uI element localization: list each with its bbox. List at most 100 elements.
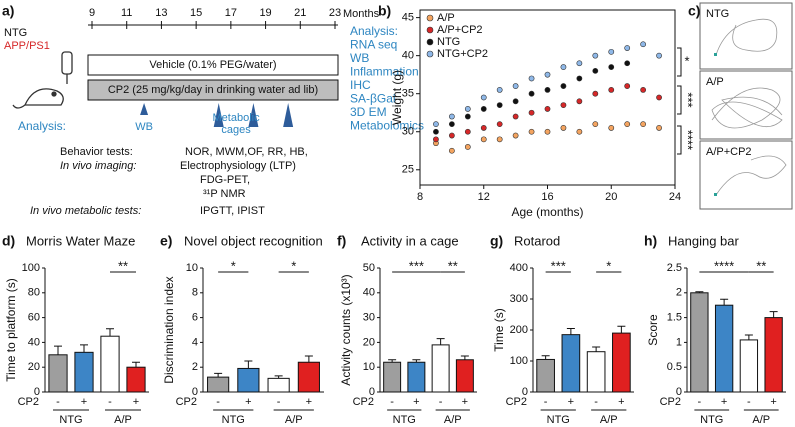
bar [297, 361, 320, 393]
bar [739, 339, 759, 393]
x-tick-label: + [568, 396, 574, 408]
bar [267, 377, 290, 393]
mouse-icon [12, 51, 73, 109]
point [480, 94, 487, 101]
x-tick-label: - [747, 396, 751, 408]
y-tick-label: 1 [676, 336, 682, 348]
error-bar [744, 334, 753, 340]
error-bar [720, 298, 729, 306]
metabolic-label: Metabolic [213, 112, 261, 124]
x-tick-label: + [81, 396, 87, 408]
sig-label: *** [681, 92, 696, 107]
error-bar [769, 311, 778, 318]
month-label: 11 [121, 7, 132, 19]
legend-label: NTG+CP2 [437, 48, 488, 60]
error-bar [214, 372, 223, 378]
treatment-label: CP2 (25 mg/kg/day in drinking water ad l… [108, 84, 318, 96]
bar [714, 304, 734, 393]
x-tick-label: 20 [605, 191, 617, 203]
imaging: FDG-PET, [200, 174, 250, 186]
point [433, 121, 439, 128]
panel-label: b) [378, 3, 391, 19]
error-bar [617, 325, 626, 334]
point [592, 90, 599, 97]
track-paths [711, 18, 787, 196]
x-axis-label: CP2 [506, 396, 527, 408]
bar [455, 359, 474, 393]
x-tick-label: + [306, 396, 312, 408]
track-label: A/P+CP2 [706, 146, 752, 158]
y-axis-label: Activity counts (x10³) [339, 274, 353, 385]
sig-label: * [606, 258, 611, 273]
chart-title: Novel object recognition [184, 233, 323, 248]
bar [74, 351, 94, 393]
point [560, 125, 567, 131]
y-tick-label: 80 [28, 287, 40, 299]
chart-title: Activity in a cage [361, 233, 459, 248]
point [433, 136, 439, 143]
error-bar [274, 375, 283, 379]
point [560, 102, 567, 109]
sig-label: * [291, 258, 296, 273]
y-tick-label: 300 [510, 293, 528, 305]
analysis-arrow [248, 103, 259, 127]
x-tick-label: + [413, 396, 419, 408]
y-tick-label: 400 [510, 262, 528, 274]
y-tick-label: 6 [192, 312, 198, 324]
months-label: Months [343, 8, 380, 20]
analysis-arrow [140, 103, 149, 115]
y-axis-label: Weight (g) [390, 70, 404, 125]
y-tick-label: 100 [22, 262, 40, 274]
point [512, 132, 519, 139]
platform [714, 53, 717, 56]
month-label: 21 [294, 7, 306, 19]
group-label: NTG [700, 414, 723, 426]
point [528, 90, 535, 97]
legend-marker [426, 14, 434, 22]
point [592, 52, 599, 59]
error-bar [541, 355, 550, 360]
point [640, 86, 647, 93]
x-tick-label: - [439, 396, 443, 408]
panel-label: h) [644, 233, 657, 249]
analysis-item: Metabolomics [350, 119, 424, 133]
track-panels [699, 2, 793, 210]
point [496, 102, 503, 109]
chart-title: Morris Water Maze [26, 233, 135, 248]
point [576, 128, 583, 135]
point [560, 83, 567, 89]
y-tick-label: 2 [192, 361, 198, 373]
track-label: A/P [706, 76, 724, 88]
point [608, 48, 615, 55]
y-tick-label: 35 [402, 88, 414, 100]
x-tick-label: 16 [541, 191, 553, 203]
chart-title: Hanging bar [668, 233, 739, 248]
y-tick-label: 10 [186, 262, 198, 274]
y-axis-label: Discrimination index [162, 276, 176, 383]
point [656, 125, 662, 131]
point [640, 41, 647, 48]
point [528, 109, 535, 116]
x-tick-label: - [594, 396, 598, 408]
group-label: NTG [393, 414, 416, 426]
vehicle-box [87, 54, 339, 76]
analysis-item: WB [350, 51, 369, 65]
point [528, 128, 535, 135]
bar [561, 334, 581, 393]
sig-label: ** [118, 258, 128, 273]
analysis-arrow [283, 103, 294, 127]
point [544, 86, 551, 93]
error-bar [106, 328, 114, 337]
group-label: A/P [114, 414, 132, 426]
y-tick-label: 0.5 [667, 361, 682, 373]
strain: APP/PS1 [4, 40, 50, 52]
y-tick-label: 0 [369, 386, 375, 398]
analysis-item: 3D EM [350, 105, 387, 119]
point [624, 60, 631, 67]
point [640, 121, 647, 128]
month-label: 13 [155, 7, 167, 19]
point [576, 60, 583, 67]
legend-label: NTG [437, 36, 460, 48]
point [448, 147, 455, 154]
point [464, 128, 471, 135]
